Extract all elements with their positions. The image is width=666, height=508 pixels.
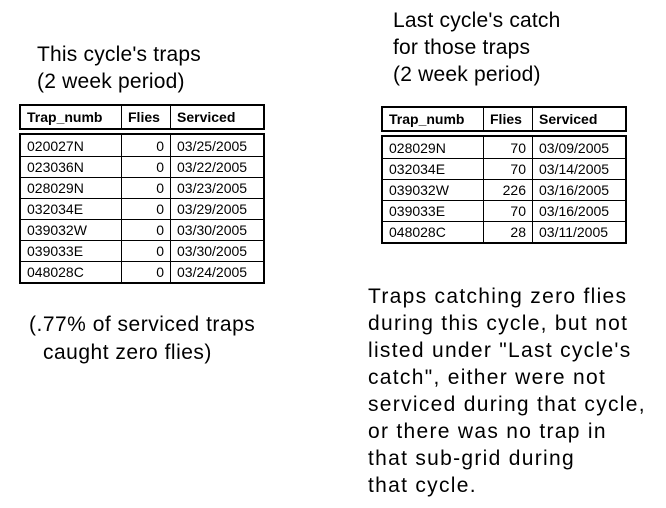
table-cell: 048028C: [389, 224, 446, 240]
table-cell: 032034E: [27, 201, 84, 217]
table-cell: 03/24/2005: [170, 262, 263, 282]
table-cell: 039032W: [389, 182, 449, 198]
table-row: 020027N 0 03/25/2005: [21, 135, 263, 156]
note-line: that sub-grid during: [368, 447, 575, 470]
table-cell: 03/30/2005: [170, 220, 263, 240]
table-cell: 03/16/2005: [532, 201, 625, 221]
note-line: during this cycle, but not: [368, 312, 629, 335]
heading-line: This cycle's traps: [37, 43, 201, 66]
this-cycle-table: Trap_numb Flies Serviced 020027N 0 03/25/2…: [19, 104, 265, 284]
table-row: 028029N 0 03/23/2005: [21, 177, 263, 198]
table-cell: 032034E: [389, 161, 446, 177]
table-cell: 020027N: [27, 137, 84, 154]
column-header-trap-numb: Trap_numb: [27, 109, 103, 125]
table-cell: 03/25/2005: [170, 135, 263, 156]
note-line: serviced during that cycle,: [368, 393, 646, 416]
table-cell: 023036N: [27, 159, 84, 175]
table-cell: 70: [483, 201, 532, 221]
table-cell: 0: [121, 199, 170, 219]
table-cell: 028029N: [27, 180, 84, 196]
table-row: 039033E 0 03/30/2005: [21, 240, 263, 261]
table-cell: 048028C: [27, 264, 84, 280]
table-row: 023036N 0 03/22/2005: [21, 156, 263, 177]
note-line: that cycle.: [368, 474, 477, 497]
table-cell: 03/14/2005: [532, 159, 625, 179]
table-row: 048028C 28 03/11/2005: [383, 221, 625, 242]
table-cell: 226: [483, 180, 532, 200]
table-cell: 70: [483, 159, 532, 179]
column-header-serviced: Serviced: [532, 108, 625, 130]
note-line: catch", either were not: [368, 366, 607, 389]
column-header-trap-numb: Trap_numb: [389, 111, 465, 127]
table-row: 048028C 0 03/24/2005: [21, 261, 263, 282]
table-row: 032034E 0 03/29/2005: [21, 198, 263, 219]
table-body: 028029N 70 03/09/2005 032034E 70 03/14/2005 03…: [381, 135, 627, 244]
heading-line: for those traps: [393, 36, 531, 59]
table-cell: 0: [121, 220, 170, 240]
right-heading: Last cycle's catch for those traps (2 we…: [393, 7, 561, 88]
note-line: (.77% of serviced traps: [29, 313, 256, 336]
column-header-serviced: Serviced: [170, 106, 263, 128]
heading-line: (2 week period): [37, 70, 185, 93]
table-cell: 039033E: [389, 203, 446, 219]
last-cycle-table: Trap_numb Flies Serviced 028029N 70 03/09/…: [381, 106, 627, 244]
table-cell: 0: [121, 157, 170, 177]
table-cell: 039033E: [27, 243, 84, 259]
left-note: (.77% of serviced traps caught zero flie…: [29, 311, 255, 367]
table-body: 020027N 0 03/25/2005 023036N 0 03/22/2005 0280…: [19, 133, 265, 284]
table-cell: 70: [483, 137, 532, 158]
note-line: caught zero flies): [43, 341, 212, 364]
table-row: 032034E 70 03/14/2005: [383, 158, 625, 179]
note-line: listed under "Last cycle's: [368, 339, 632, 362]
heading-line: Last cycle's catch: [393, 9, 561, 32]
heading-line: (2 week period): [393, 63, 541, 86]
table-row: 028029N 70 03/09/2005: [383, 137, 625, 158]
table-cell: 28: [483, 222, 532, 242]
table-cell: 03/23/2005: [170, 178, 263, 198]
table-cell: 03/22/2005: [170, 157, 263, 177]
left-heading: This cycle's traps (2 week period): [37, 41, 201, 95]
table-row: 039033E 70 03/16/2005: [383, 200, 625, 221]
table-cell: 03/29/2005: [170, 199, 263, 219]
table-cell: 0: [121, 262, 170, 282]
table-cell: 039032W: [27, 222, 87, 238]
table-cell: 028029N: [389, 139, 446, 156]
column-header-flies: Flies: [121, 106, 170, 128]
table-cell: 03/30/2005: [170, 241, 263, 261]
right-note: Traps catching zero flies during this cy…: [368, 283, 646, 499]
note-line: Traps catching zero flies: [368, 285, 628, 308]
table-cell: 0: [121, 135, 170, 156]
table-row: 039032W 226 03/16/2005: [383, 179, 625, 200]
table-row: 039032W 0 03/30/2005: [21, 219, 263, 240]
table-cell: 03/11/2005: [532, 222, 625, 242]
table-header-row: Trap_numb Flies Serviced: [381, 106, 627, 132]
table-cell: 03/16/2005: [532, 180, 625, 200]
note-line: or there was no trap in: [368, 420, 607, 443]
table-cell: 0: [121, 241, 170, 261]
table-cell: 0: [121, 178, 170, 198]
table-cell: 03/09/2005: [532, 137, 625, 158]
table-header-row: Trap_numb Flies Serviced: [19, 104, 265, 130]
column-header-flies: Flies: [483, 108, 532, 130]
